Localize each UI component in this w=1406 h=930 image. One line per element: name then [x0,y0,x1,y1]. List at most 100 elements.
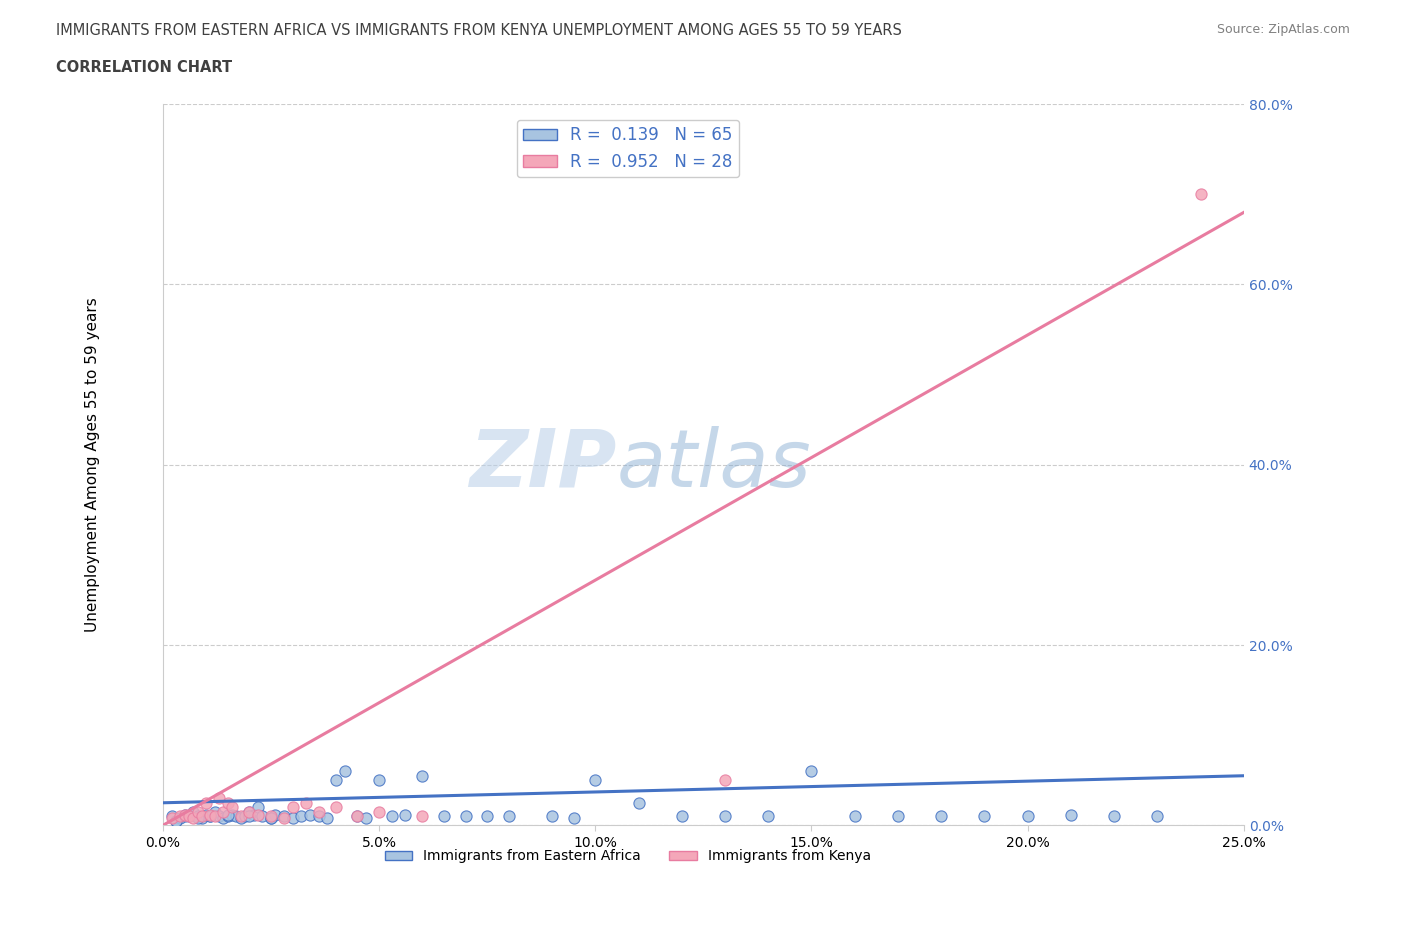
Point [195,795,218,810]
Point [1102,809,1125,824]
Point [212,804,235,819]
Point [238,804,260,819]
Point [333,764,356,778]
Point [247,800,270,815]
Point [181,804,204,819]
Point [394,807,416,822]
Point [186,811,208,826]
Point [368,773,391,788]
Point [844,809,866,824]
Point [498,809,520,824]
Point [714,809,737,824]
Point [477,809,499,824]
Point [281,800,304,815]
Point [260,811,283,826]
Point [217,807,239,822]
Point [454,809,477,824]
Text: ZIP: ZIP [470,426,617,504]
Point [411,768,433,783]
Point [260,811,283,826]
Point [325,800,347,815]
Point [173,807,195,822]
Point [173,807,195,822]
Point [325,773,347,788]
Point [229,809,252,824]
Point [281,811,304,826]
Point [204,804,226,819]
Point [233,809,256,824]
Point [800,764,823,778]
Point [247,807,270,822]
Point [929,809,952,824]
Text: Source: ZipAtlas.com: Source: ZipAtlas.com [1216,23,1350,36]
Point [169,809,191,824]
Point [177,809,200,824]
Point [308,809,330,824]
Legend: Immigrants from Eastern Africa, Immigrants from Kenya: Immigrants from Eastern Africa, Immigran… [380,844,876,869]
Point [225,809,247,824]
Point [346,809,368,824]
Point [200,809,222,824]
Point [242,807,264,822]
Point [381,809,404,824]
Point [298,807,321,822]
Point [217,795,239,810]
Point [433,809,456,824]
Point [221,807,243,822]
Point [181,811,204,826]
Point [160,809,183,824]
Point [229,811,252,826]
Point [238,809,260,824]
Point [368,804,391,819]
Point [1146,809,1168,824]
Point [756,809,779,824]
Y-axis label: Unemployment Among Ages 55 to 59 years: Unemployment Among Ages 55 to 59 years [86,298,100,632]
Point [186,809,208,824]
Text: CORRELATION CHART: CORRELATION CHART [56,60,232,75]
Point [411,809,433,824]
Point [583,773,606,788]
Point [221,800,243,815]
Point [160,811,183,826]
Point [294,795,316,810]
Point [177,809,200,824]
Point [195,807,218,822]
Point [1060,807,1083,822]
Point [200,807,222,822]
Point [346,809,368,824]
Point [714,773,737,788]
Point [204,809,226,824]
Point [165,814,187,829]
Point [887,809,910,824]
Point [169,811,191,826]
Point [541,809,564,824]
Point [1017,809,1039,824]
Point [273,811,295,826]
Point [264,807,287,822]
Point [238,804,260,819]
Point [973,809,995,824]
Point [186,804,208,819]
Point [208,790,231,805]
Point [252,809,274,824]
Text: atlas: atlas [617,426,811,504]
Point [290,809,312,824]
Point [308,804,330,819]
Point [173,809,195,824]
Point [671,809,693,824]
Point [212,811,235,826]
Point [165,814,187,829]
Point [217,809,239,824]
Point [1189,187,1212,202]
Point [316,811,339,826]
Point [200,809,222,824]
Point [191,811,214,826]
Point [260,809,283,824]
Point [354,811,377,826]
Point [562,811,585,826]
Text: IMMIGRANTS FROM EASTERN AFRICA VS IMMIGRANTS FROM KENYA UNEMPLOYMENT AMONG AGES : IMMIGRANTS FROM EASTERN AFRICA VS IMMIGR… [56,23,903,38]
Point [273,809,295,824]
Point [208,809,231,824]
Point [627,795,650,810]
Point [191,809,214,824]
